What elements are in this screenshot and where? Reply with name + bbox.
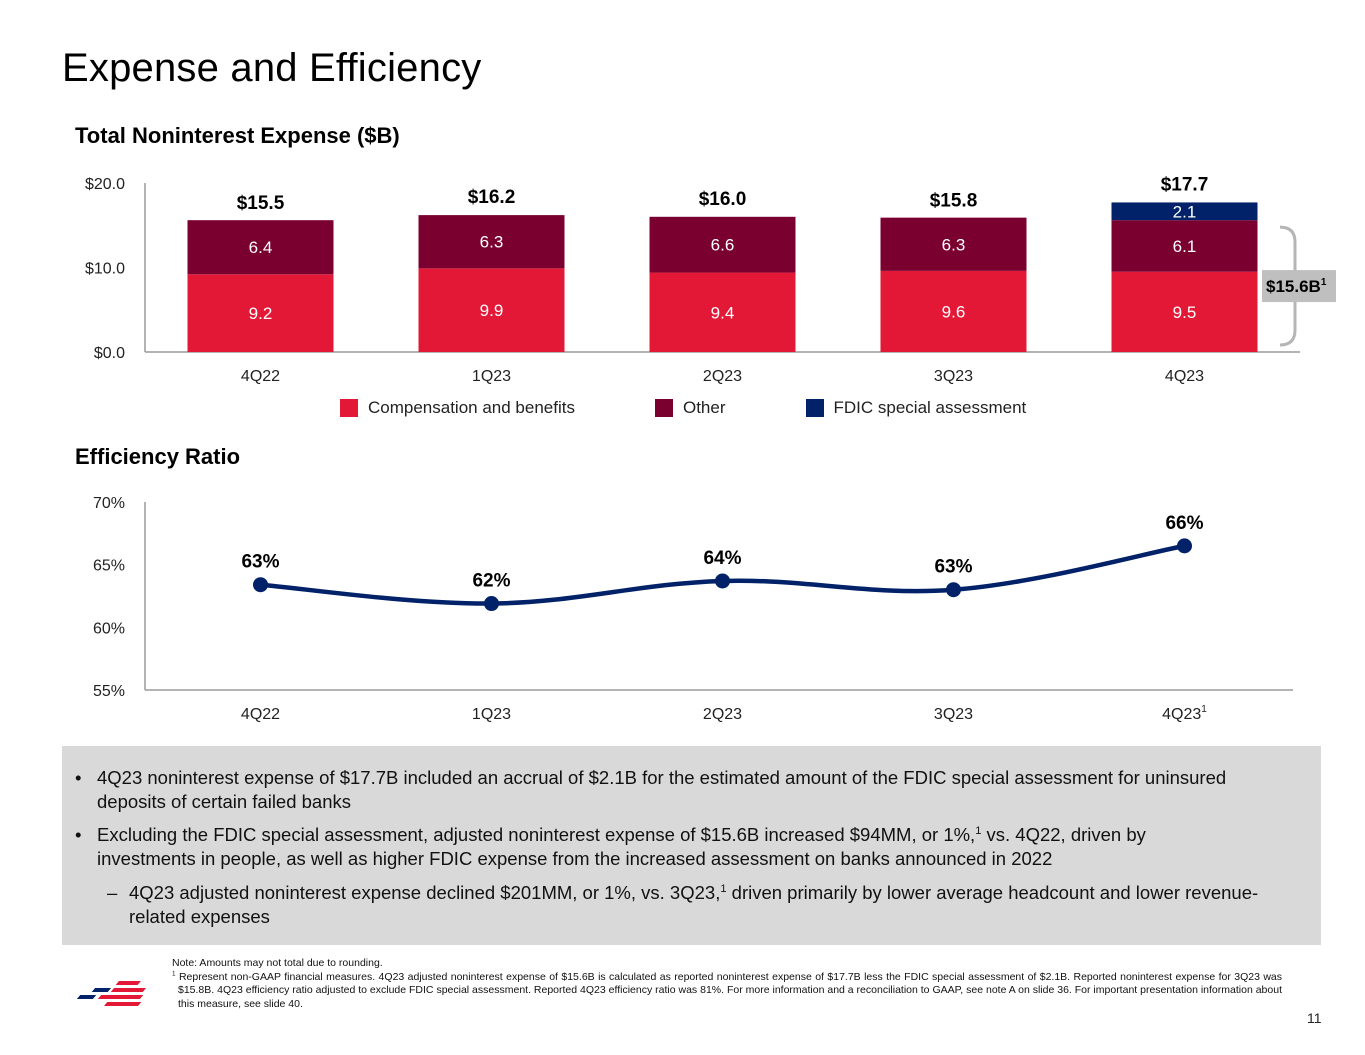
legend-swatch-other	[654, 399, 673, 417]
bar-segment	[880, 217, 1027, 271]
bar-segment-label: 6.3	[942, 235, 966, 254]
legend-swatch-compensation	[340, 399, 358, 417]
data-point	[484, 596, 499, 612]
bar-segment	[649, 216, 796, 273]
y-tick-label: 55%	[93, 683, 125, 700]
legend-label-other: Other	[682, 398, 726, 417]
bar-total-label: $15.8	[930, 190, 978, 211]
data-point	[253, 577, 268, 593]
footnotes: Note: Amounts may not total due to round…	[172, 957, 1282, 1011]
bar-segment-label: 9.5	[1173, 303, 1197, 322]
bar-segment	[1111, 271, 1258, 352]
bar-segment-label: 9.6	[942, 302, 966, 321]
bar-total-label: $15.5	[237, 193, 285, 214]
annotation-footnote: 1	[1321, 277, 1327, 288]
bar-chart-title: Total Noninterest Expense ($B)	[75, 123, 400, 148]
x-tick-label: 3Q23	[934, 706, 973, 723]
footnote-1: 1 Represent non-GAAP financial measures.…	[172, 970, 1283, 1012]
footnote-ref: 1	[720, 882, 727, 895]
page-title: Expense and Efficiency	[62, 46, 482, 90]
x-tick-label: 4Q22	[241, 706, 280, 723]
x-tick-label: 4Q231	[1162, 704, 1207, 723]
bullet-text-part: driven primarily by lower average headco…	[129, 882, 1259, 927]
annotation-label: $15.6B1	[1266, 277, 1327, 296]
annotation-label-bg	[1262, 270, 1336, 303]
x-tick-label: 4Q22	[241, 368, 280, 385]
bar-segment-label: 6.6	[711, 236, 735, 255]
data-point-label: 66%	[1165, 513, 1203, 534]
bar-segment	[1111, 202, 1258, 221]
bullet-mark: –	[107, 882, 118, 903]
bullet-item: • 4Q23 noninterest expense of $17.7B inc…	[75, 766, 1247, 814]
x-tick-label: 2Q23	[703, 368, 742, 385]
footnote-marker: 1	[172, 970, 176, 977]
data-point	[946, 582, 961, 598]
bar-segment-label: 6.4	[249, 238, 273, 257]
bullet-item: • Excluding the FDIC special assessment,…	[75, 823, 1247, 871]
data-point-label: 62%	[472, 571, 510, 592]
data-point-label: 63%	[934, 557, 972, 578]
legend-item-fdic: FDIC special assessment	[805, 398, 1027, 418]
bar-segment-label: 6.1	[1173, 237, 1197, 256]
bar-segment-label: 9.9	[480, 301, 504, 320]
y-tick-label: $20.0	[85, 176, 125, 193]
bar-segment-label: 9.2	[249, 304, 273, 323]
bar-segment	[649, 272, 796, 352]
data-point	[1177, 538, 1192, 554]
bar-segment	[418, 215, 565, 269]
x-tick-label: 1Q23	[472, 706, 511, 723]
x-tick-label: 1Q23	[472, 368, 511, 385]
y-tick-label: 60%	[93, 620, 125, 637]
bullet-text: 4Q23 noninterest expense of $17.7B inclu…	[97, 767, 1227, 812]
data-point-label: 64%	[703, 548, 741, 569]
bar-segment	[1111, 220, 1258, 272]
line-chart-title: Efficiency Ratio	[75, 444, 241, 469]
bar-segment	[187, 274, 334, 352]
bar-segment	[880, 270, 1027, 352]
footnote-text: Represent non-GAAP financial measures. 4…	[178, 970, 1283, 1010]
bullet-mark: •	[75, 824, 82, 845]
y-tick-label: 65%	[93, 558, 125, 575]
legend-label-fdic: FDIC special assessment	[833, 398, 1027, 417]
page-number: 11	[1307, 1010, 1322, 1026]
bar-chart-legend: Compensation and benefits Other FDIC spe…	[340, 398, 1106, 418]
data-point-label: 63%	[241, 552, 279, 573]
bar-total-label: $16.2	[468, 187, 516, 208]
x-tick-label: 2Q23	[703, 706, 742, 723]
bar-segment-label: 2.1	[1173, 202, 1197, 221]
bar-segment-label: 9.4	[711, 303, 735, 322]
bar-segment	[418, 268, 565, 352]
bar-total-label: $16.0	[699, 189, 747, 210]
bullet-text-part: 4Q23 adjusted noninterest expense declin…	[129, 882, 721, 903]
x-tick-footnote: 1	[1201, 704, 1207, 715]
flag-logo-icon	[76, 981, 147, 1006]
y-tick-label: $0.0	[94, 345, 125, 362]
efficiency-line-chart: 55% 60% 65% 70% 63% 4Q22 62% 1Q23 64% 2Q23 63% 3Q23…	[93, 495, 1293, 723]
bullet-text-part: Excluding the FDIC special assessment, a…	[97, 824, 976, 845]
legend-item-compensation: Compensation and benefits	[340, 398, 575, 418]
data-point	[715, 573, 730, 589]
y-tick-label: $10.0	[85, 261, 125, 278]
x-tick-label: 4Q23	[1165, 368, 1204, 385]
y-tick-label: 70%	[93, 495, 125, 512]
bar-total-label: $17.7	[1161, 174, 1209, 195]
bullet-text-part: vs. 4Q22, driven by investments in peopl…	[97, 824, 1146, 869]
legend-label-compensation: Compensation and benefits	[368, 398, 575, 417]
bullet-mark: •	[75, 767, 82, 788]
footnote-ref: 1	[975, 824, 982, 837]
legend-item-other: Other	[654, 398, 726, 418]
rounding-note: Note: Amounts may not total due to round…	[172, 957, 383, 969]
x-tick-label: 3Q23	[934, 368, 973, 385]
commentary-box: • 4Q23 noninterest expense of $17.7B inc…	[62, 746, 1321, 945]
bar-segment	[187, 220, 334, 275]
legend-swatch-fdic	[805, 399, 824, 417]
bar-segment-label: 6.3	[480, 233, 504, 252]
sub-bullet-item: – 4Q23 adjusted noninterest expense decl…	[107, 881, 1279, 929]
bank-logo	[62, 975, 162, 1036]
expense-bar-chart: $0.0 $10.0 $20.0 9.2 6.4 $15.5 4Q22 9.9 6.3 $16.2…	[85, 174, 1336, 385]
